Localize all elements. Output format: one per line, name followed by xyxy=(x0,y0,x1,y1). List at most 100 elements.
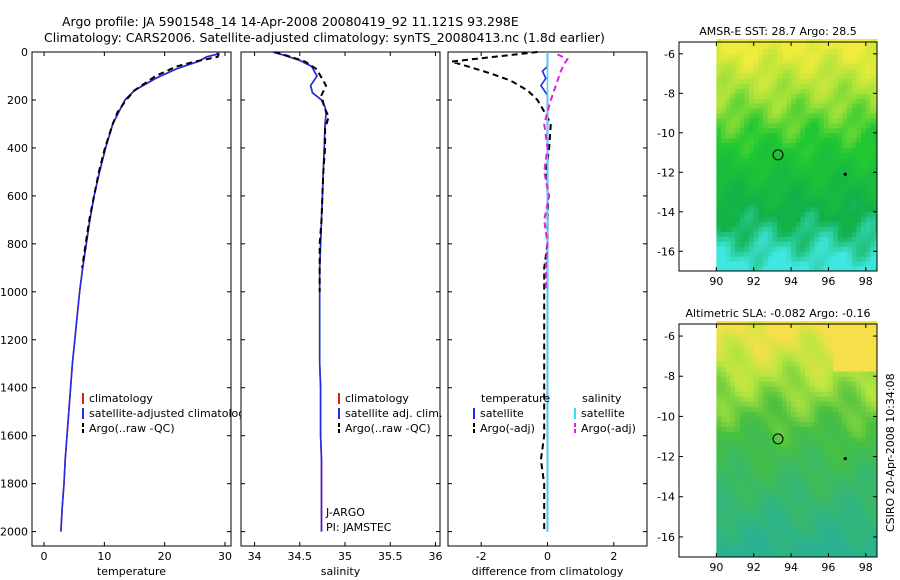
map-cell xyxy=(744,256,750,262)
map-cell xyxy=(814,546,820,553)
map-cell xyxy=(823,376,829,382)
map-cell xyxy=(753,476,759,483)
annotation-line: PI: JAMSTEC xyxy=(326,521,392,534)
map-cell xyxy=(847,68,853,74)
map-cell xyxy=(800,326,806,332)
map-cell xyxy=(809,256,815,262)
map-cell xyxy=(749,172,755,178)
map-cell xyxy=(805,341,811,347)
map-cell xyxy=(721,251,727,257)
map-cell xyxy=(749,162,755,168)
map-cell xyxy=(763,496,769,503)
map-cell xyxy=(767,436,773,442)
map-cell xyxy=(781,491,787,498)
map-cell xyxy=(851,371,857,377)
map-cell xyxy=(725,421,731,427)
x-tick-label: 35 xyxy=(338,550,352,563)
map-cell xyxy=(735,73,741,79)
map-cell xyxy=(786,216,792,223)
map-cell xyxy=(847,386,853,392)
map-cell xyxy=(725,142,731,149)
map-cell xyxy=(851,63,857,70)
map-cell xyxy=(767,381,773,387)
map-cell xyxy=(833,132,839,139)
map-cell xyxy=(725,381,731,387)
map-cell xyxy=(833,526,839,533)
map-cell xyxy=(749,376,755,382)
map-cell xyxy=(763,167,769,173)
map-cell xyxy=(781,526,787,533)
map-cell xyxy=(823,536,829,543)
map-cell xyxy=(861,221,867,227)
map-cell xyxy=(758,93,764,99)
map-cell xyxy=(786,167,792,173)
map-cell xyxy=(856,421,862,427)
map-cell xyxy=(828,196,834,203)
map-cell xyxy=(865,266,871,272)
map-cell xyxy=(861,78,867,84)
argo-location-marker xyxy=(772,149,784,161)
map-cell xyxy=(716,221,722,227)
map-cell xyxy=(758,486,764,493)
map-cell xyxy=(716,401,722,407)
map-cell xyxy=(861,63,867,70)
map-cell xyxy=(819,436,825,442)
map-cell xyxy=(842,396,848,402)
map-cell xyxy=(819,196,825,203)
map-cell xyxy=(809,371,815,377)
map-cell xyxy=(777,162,783,168)
map-cell xyxy=(805,371,811,377)
map-cell xyxy=(753,421,759,427)
map-cell xyxy=(767,461,773,468)
map-cell xyxy=(744,506,750,513)
map-cell xyxy=(730,78,736,84)
map-cell xyxy=(819,376,825,382)
map-cell xyxy=(791,93,797,99)
map-cell xyxy=(763,78,769,84)
map-cell xyxy=(786,187,792,193)
map-cell xyxy=(823,172,829,178)
map-cell xyxy=(828,177,834,183)
map-cell xyxy=(730,541,736,548)
map-cell xyxy=(753,83,759,89)
map-cell xyxy=(749,476,755,483)
map-cell xyxy=(828,361,834,367)
map-cell xyxy=(721,78,727,84)
map-cell xyxy=(828,192,834,198)
map-cell xyxy=(800,436,806,442)
map-cell xyxy=(823,78,829,84)
map-cell xyxy=(828,256,834,262)
map-cell xyxy=(870,147,876,153)
map-cell xyxy=(791,491,797,498)
map-cell xyxy=(833,256,839,262)
map-cell xyxy=(725,88,731,94)
map-cell xyxy=(861,167,867,173)
map-cell xyxy=(809,103,815,109)
map-cell xyxy=(833,351,839,357)
map-cell xyxy=(795,371,801,377)
map-cell xyxy=(814,211,820,218)
map-cell xyxy=(800,541,806,548)
map-cell xyxy=(828,391,834,397)
map-cell xyxy=(814,326,820,332)
map-cell xyxy=(744,78,750,84)
map-cell xyxy=(758,73,764,79)
map-cell xyxy=(739,236,745,242)
map-cell xyxy=(725,516,731,523)
map-cell xyxy=(823,108,829,114)
map-cell xyxy=(744,127,750,134)
map-cell xyxy=(791,516,797,523)
map-cell xyxy=(861,177,867,183)
map-cell xyxy=(870,401,876,407)
map-title: Altimetric SLA: -0.082 Argo: -0.16 xyxy=(686,307,871,320)
map-cell xyxy=(823,486,829,493)
map-cell xyxy=(730,431,736,437)
map-cell xyxy=(786,53,792,60)
map-cell xyxy=(842,371,848,377)
map-cell xyxy=(865,58,871,65)
map-cell xyxy=(870,346,876,352)
map-cell xyxy=(856,226,862,232)
map-cell xyxy=(837,456,843,462)
map-cell xyxy=(781,226,787,232)
map-cell xyxy=(749,466,755,473)
